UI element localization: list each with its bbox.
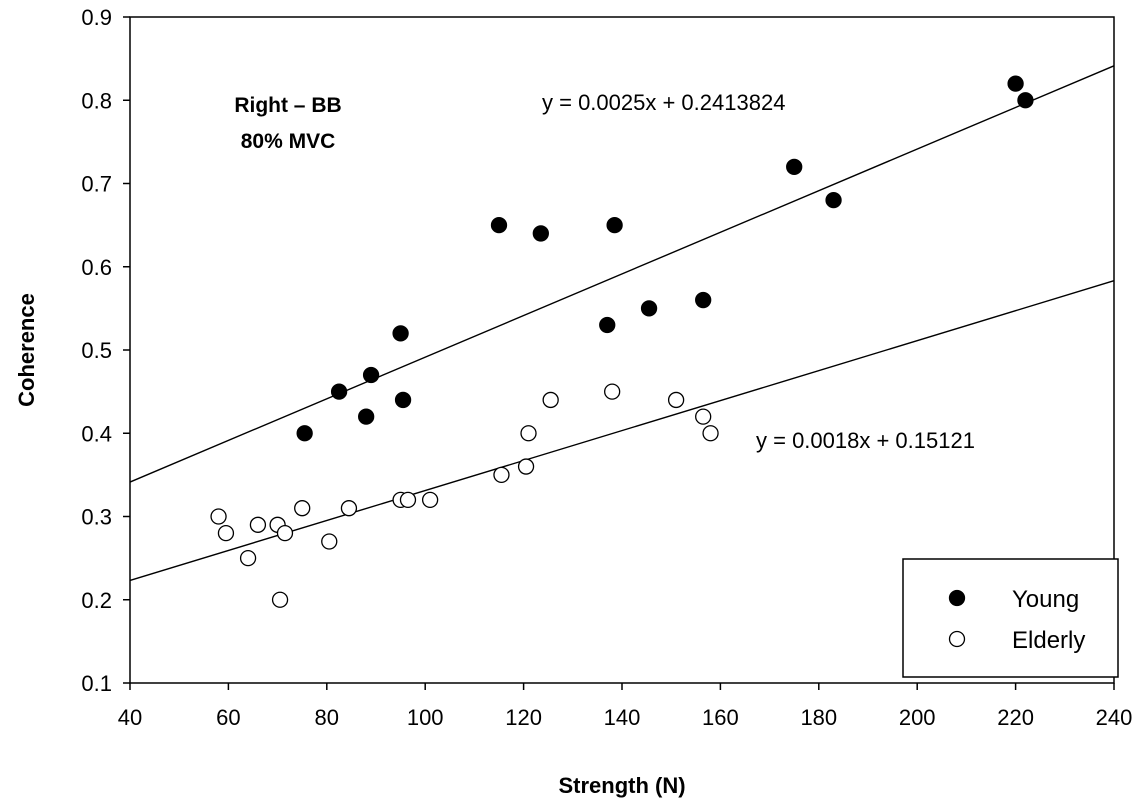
- elderly-point: [321, 533, 338, 550]
- legend-marker-young: [948, 589, 966, 607]
- young-point: [392, 325, 409, 342]
- data-points: [210, 75, 1034, 608]
- y-tick-label: 0.5: [81, 338, 112, 363]
- legend: Young Elderly: [902, 558, 1119, 678]
- young-point: [490, 216, 508, 234]
- x-axis-title: Strength (N): [558, 773, 685, 798]
- x-tick-label: 200: [899, 705, 936, 730]
- x-tick-label: 160: [702, 705, 739, 730]
- x-tick-label: 180: [800, 705, 837, 730]
- elderly-point: [517, 458, 535, 475]
- young-point: [296, 425, 313, 442]
- young-fit-line: [129, 65, 1115, 483]
- elderly-point: [340, 500, 358, 517]
- young-point: [394, 391, 412, 409]
- young-point: [695, 291, 712, 309]
- young-point: [640, 300, 658, 317]
- elderly-point: [421, 491, 439, 509]
- legend-marker-elderly: [948, 630, 966, 648]
- y-axis-title: Coherence: [14, 293, 39, 407]
- elderly-point: [702, 425, 719, 442]
- young-fit-equation: y = 0.0025x + 0.2413824: [542, 90, 785, 115]
- y-tick-label: 0.3: [81, 505, 112, 530]
- young-point: [1007, 75, 1024, 92]
- young-point: [358, 408, 375, 425]
- x-tick-label: 40: [118, 705, 142, 730]
- elderly-point: [294, 500, 311, 517]
- x-tick-label: 100: [407, 705, 444, 730]
- x-axis: 40 60 80 100 120 140 160 180 200 220 240: [118, 683, 1133, 730]
- annotation-line-2: 80% MVC: [241, 130, 336, 153]
- young-point: [825, 191, 842, 209]
- elderly-point: [276, 525, 294, 542]
- fit-lines: [129, 65, 1115, 582]
- y-axis: 0.1 0.2 0.3 0.4 0.5 0.6 0.7 0.8 0.9: [81, 5, 130, 696]
- y-tick-label: 0.7: [81, 172, 112, 197]
- elderly-point: [542, 391, 559, 409]
- young-point: [606, 216, 623, 234]
- elderly-point: [217, 525, 235, 542]
- elderly-fit-equation: y = 0.0018x + 0.15121: [756, 428, 975, 453]
- annotation-line-1: Right – BB: [234, 94, 341, 117]
- elderly-point: [520, 425, 537, 442]
- elderly-point: [271, 591, 289, 608]
- x-tick-label: 60: [216, 705, 240, 730]
- elderly-point: [239, 549, 257, 567]
- legend-label-young: Young: [1012, 586, 1079, 613]
- y-tick-label: 0.6: [81, 255, 112, 280]
- elderly-fit-line: [129, 280, 1115, 582]
- elderly-point: [249, 516, 267, 533]
- elderly-point: [210, 508, 227, 525]
- elderly-point: [399, 491, 417, 509]
- y-tick-label: 0.8: [81, 88, 112, 113]
- x-tick-label: 140: [604, 705, 641, 730]
- y-tick-label: 0.1: [81, 671, 112, 696]
- young-point: [330, 383, 348, 400]
- x-tick-label: 240: [1096, 705, 1133, 730]
- young-point: [599, 316, 616, 334]
- elderly-point: [493, 466, 510, 484]
- legend-box: [902, 558, 1119, 678]
- y-tick-label: 0.4: [81, 421, 112, 446]
- x-tick-label: 80: [315, 705, 339, 730]
- elderly-point: [695, 408, 712, 425]
- x-tick-label: 220: [997, 705, 1034, 730]
- young-point: [1017, 92, 1034, 109]
- legend-label-elderly: Elderly: [1012, 627, 1085, 654]
- elderly-point: [667, 391, 685, 409]
- y-tick-label: 0.9: [81, 5, 112, 30]
- young-point: [362, 366, 380, 384]
- young-point: [786, 158, 803, 176]
- y-tick-label: 0.2: [81, 588, 112, 613]
- young-point: [532, 225, 549, 242]
- elderly-point: [604, 383, 621, 400]
- x-tick-label: 120: [505, 705, 542, 730]
